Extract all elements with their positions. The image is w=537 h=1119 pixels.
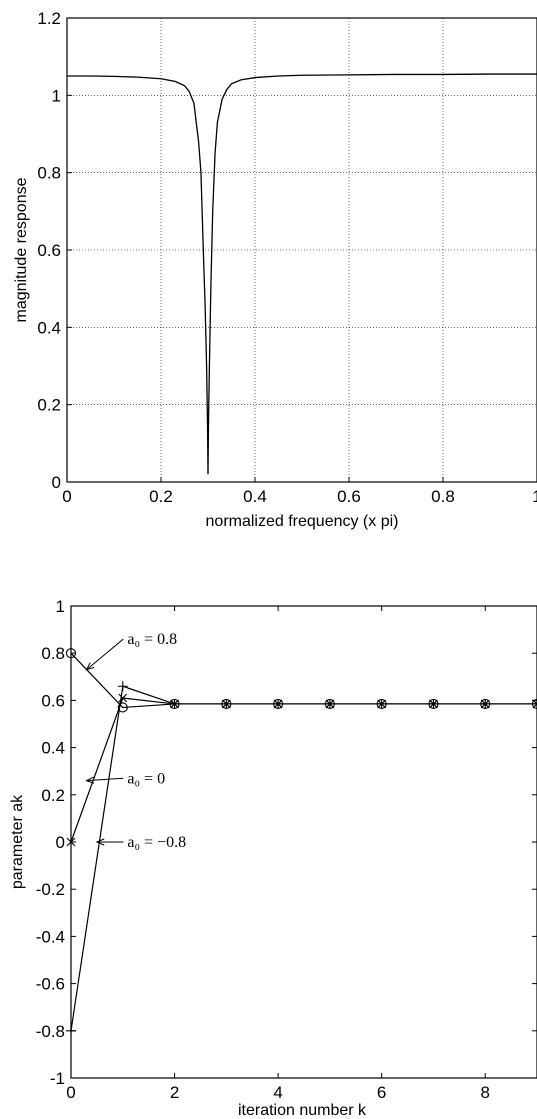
marker-plus — [221, 698, 232, 709]
marker-plus — [428, 698, 439, 709]
ticks-top: 0 0.2 0.4 0.6 0.8 1 0 0.2 0.4 0.6 0.8 1 1.2 — [37, 9, 537, 506]
series-bottom — [65, 638, 537, 1036]
x-tick-label: 0.8 — [431, 487, 455, 506]
y-tick-label: 0.8 — [37, 164, 61, 183]
y-tick-label: 0.8 — [41, 644, 65, 663]
annotation-arrowhead — [85, 662, 95, 671]
ticks-bottom: 0 2 4 6 8 -1 -0.8 -0.6 -0.4 -0.2 0 0.2 0.4 0.6 0.8 1 — [36, 597, 537, 1102]
marker-plus — [376, 698, 387, 709]
x-tick-label: 2 — [170, 1083, 179, 1102]
x-tick-label: 0.6 — [337, 487, 361, 506]
magnitude-curve — [67, 73, 537, 475]
marker-plus — [169, 698, 180, 709]
marker-plus — [480, 698, 491, 709]
y-tick-label: 0.4 — [37, 318, 61, 337]
x-tick-label: 0 — [66, 1083, 75, 1102]
y-tick-label: 1.2 — [37, 9, 61, 28]
y-tick-label: 0.2 — [37, 396, 61, 415]
annotation-arrowhead — [95, 838, 105, 846]
y-tick-label: 1 — [56, 597, 65, 616]
grid-top — [67, 18, 537, 482]
y-tick-label: -0.2 — [36, 880, 65, 899]
y-axis-label-bottom: parameter ak — [9, 794, 26, 889]
y-tick-label: 0.2 — [41, 786, 65, 805]
marker-plus — [66, 1025, 76, 1036]
x-axis-label-bottom: iteration number k — [238, 1102, 367, 1119]
y-tick-label: 1 — [52, 86, 61, 105]
marker-circle — [117, 702, 128, 713]
y-axis-label-top: magnitude response — [13, 177, 30, 322]
x-tick-label: 8 — [480, 1083, 489, 1102]
x-axis-label-top: normalized frequency (x pi) — [206, 513, 399, 530]
y-tick-label: 0.4 — [41, 739, 65, 758]
annotation-a0-neg0.8: a₀ = −0.8 — [127, 834, 186, 851]
x-tick-label: 0.4 — [243, 487, 267, 506]
y-tick-label: 0.6 — [37, 241, 61, 260]
y-tick-label: -0.6 — [36, 975, 65, 994]
marker-plus — [324, 698, 335, 709]
y-tick-label: -1 — [50, 1069, 65, 1088]
marker-x — [532, 699, 537, 709]
annotation-arrow — [86, 638, 124, 671]
annotations-bottom: a₀ = 0.8 a₀ = 0 a₀ = −0.8 — [127, 631, 186, 851]
y-tick-label: -0.4 — [36, 927, 65, 946]
y-tick-label: 0.6 — [41, 691, 65, 710]
x-tick-label: 0.2 — [149, 487, 173, 506]
marker-plus — [532, 698, 537, 709]
y-tick-label: 0 — [52, 473, 61, 492]
marker-plus — [117, 681, 128, 692]
annotation-arrowhead — [85, 776, 95, 784]
annotation-a0-0: a₀ = 0 — [127, 770, 165, 787]
plot-frame-bottom — [70, 605, 537, 1079]
annotation-a0-0.8: a₀ = 0.8 — [127, 631, 177, 648]
x-tick-label: 0 — [62, 487, 71, 506]
y-tick-label: -0.8 — [36, 1022, 65, 1041]
marker-circle — [65, 648, 77, 659]
x-tick-label: 4 — [273, 1083, 282, 1102]
chart-parameter-ak: 0 2 4 6 8 -1 -0.8 -0.6 -0.4 -0.2 0 0.2 0.4 0.6 0.8 1 a₀… — [9, 597, 537, 1119]
annotation-arrow — [86, 777, 124, 782]
marker-x — [66, 837, 76, 847]
y-tick-label: 0 — [56, 833, 65, 852]
series-line — [70, 685, 537, 1031]
marker-plus — [273, 698, 284, 709]
x-tick-label: 6 — [377, 1083, 386, 1102]
chart-magnitude-response: 0 0.2 0.4 0.6 0.8 1 0 0.2 0.4 0.6 0.8 1 1.2 normaliz… — [13, 9, 537, 530]
x-tick-label: 1 — [532, 487, 537, 506]
